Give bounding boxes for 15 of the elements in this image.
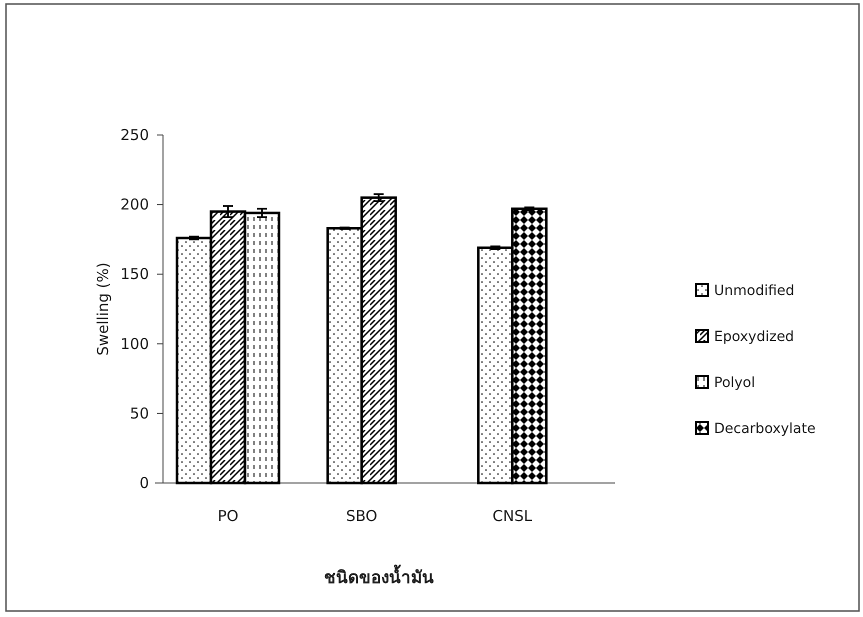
x-tick-label: SBO — [346, 507, 378, 525]
x-axis-title: ชนิดของน้ำมัน — [324, 564, 434, 588]
y-tick-label: 150 — [120, 265, 149, 284]
y-tick-label: 0 — [139, 474, 149, 492]
y-tick-label: 50 — [130, 404, 149, 422]
y-tick-label: 100 — [120, 334, 149, 353]
legend-label: Unmodified — [714, 283, 794, 299]
y-axis-title: Swelling (%) — [94, 262, 112, 356]
x-tick-label: CNSL — [492, 507, 533, 525]
legend-label: Epoxydized — [714, 329, 794, 345]
y-tick-label: 250 — [120, 126, 149, 144]
legend-label: Polyol — [714, 375, 756, 391]
x-tick-label: PO — [218, 507, 238, 525]
legend-label: Decarboxylate — [714, 421, 816, 437]
y-tick-label: 200 — [120, 196, 149, 214]
